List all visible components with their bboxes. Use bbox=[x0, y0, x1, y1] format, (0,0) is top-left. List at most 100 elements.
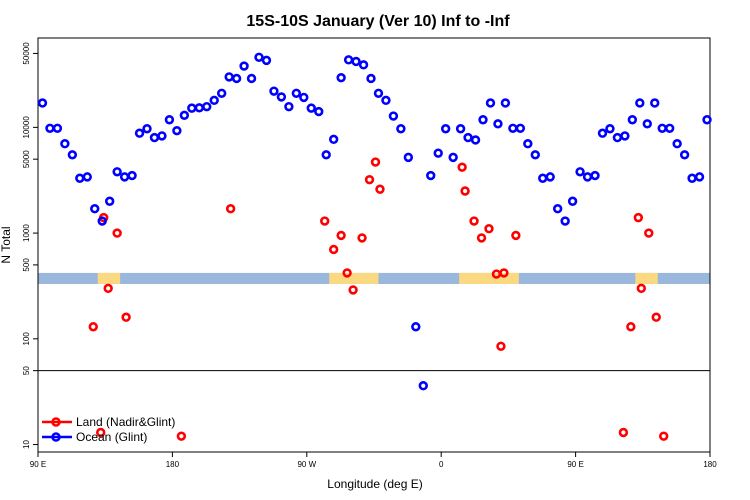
point-ocean-21 bbox=[194, 103, 204, 113]
point-ocean-74 bbox=[590, 170, 600, 181]
point-land-15 bbox=[370, 157, 381, 167]
point-land-4 bbox=[112, 228, 122, 238]
point-ocean-57 bbox=[463, 132, 473, 143]
point-ocean-84 bbox=[664, 123, 675, 133]
y-tick-label-4: 1000 bbox=[22, 224, 31, 242]
point-land-20 bbox=[476, 233, 487, 243]
point-ocean-27 bbox=[239, 61, 249, 71]
point-ocean-44 bbox=[366, 73, 376, 84]
y-tick-label-1: 50 bbox=[22, 366, 31, 375]
point-land-26 bbox=[618, 427, 629, 438]
point-land-19 bbox=[469, 216, 479, 226]
x-tick-label-3: 0 bbox=[439, 460, 444, 469]
point-ocean-47 bbox=[388, 111, 399, 121]
point-ocean-0 bbox=[37, 98, 48, 108]
series-land bbox=[88, 157, 669, 441]
plot-frame bbox=[37, 37, 711, 453]
series-ocean bbox=[37, 52, 712, 391]
point-ocean-43 bbox=[358, 60, 369, 70]
point-ocean-85 bbox=[672, 139, 682, 149]
chart-title: 15S-10S January (Ver 10) Inf to -Inf bbox=[246, 13, 510, 30]
y-axis-label: N Total bbox=[0, 226, 13, 263]
point-land-31 bbox=[651, 312, 661, 322]
point-ocean-89 bbox=[702, 115, 712, 125]
point-land-27 bbox=[626, 322, 636, 332]
y-tick-label-5: 5000 bbox=[22, 150, 31, 168]
point-ocean-34 bbox=[291, 88, 302, 98]
point-ocean-67 bbox=[538, 173, 548, 183]
point-land-21 bbox=[484, 224, 494, 234]
point-ocean-30 bbox=[261, 55, 272, 66]
legend: Land (Nadir&Glint) Ocean (Glint) bbox=[42, 415, 175, 444]
point-ocean-28 bbox=[246, 73, 257, 84]
point-ocean-36 bbox=[306, 103, 316, 113]
point-ocean-8 bbox=[97, 216, 107, 226]
point-land-13 bbox=[357, 233, 367, 243]
point-ocean-61 bbox=[493, 119, 503, 129]
point-ocean-71 bbox=[567, 196, 578, 206]
point-ocean-11 bbox=[119, 172, 130, 182]
y-tick-label-6: 10000 bbox=[22, 116, 31, 139]
point-ocean-12 bbox=[127, 170, 137, 181]
point-ocean-69 bbox=[552, 204, 563, 214]
point-land-24 bbox=[499, 268, 509, 278]
y-tick-label-7: 50000 bbox=[22, 42, 31, 65]
point-land-7 bbox=[225, 204, 236, 214]
point-ocean-75 bbox=[597, 128, 608, 138]
point-ocean-78 bbox=[620, 131, 630, 141]
point-ocean-2 bbox=[52, 123, 63, 133]
point-ocean-53 bbox=[433, 148, 443, 158]
point-ocean-70 bbox=[560, 216, 570, 226]
point-ocean-4 bbox=[67, 150, 78, 160]
point-ocean-51 bbox=[418, 381, 428, 391]
point-ocean-80 bbox=[635, 98, 645, 108]
point-ocean-42 bbox=[351, 56, 361, 67]
point-ocean-10 bbox=[112, 167, 122, 177]
point-ocean-82 bbox=[650, 98, 660, 108]
point-ocean-35 bbox=[299, 92, 309, 103]
land-segment-2 bbox=[459, 272, 519, 284]
point-ocean-49 bbox=[403, 152, 414, 163]
legend-label-land: Land (Nadir&Glint) bbox=[76, 415, 175, 429]
point-land-1 bbox=[96, 427, 106, 438]
point-ocean-15 bbox=[149, 132, 160, 143]
point-ocean-88 bbox=[694, 172, 705, 182]
x-tick-label-1: 180 bbox=[166, 460, 180, 469]
point-ocean-39 bbox=[328, 134, 339, 145]
point-ocean-50 bbox=[411, 322, 421, 332]
point-ocean-26 bbox=[231, 73, 242, 84]
point-land-9 bbox=[328, 244, 339, 255]
point-land-11 bbox=[342, 268, 352, 278]
legend-entry-ocean: Ocean (Glint) bbox=[42, 430, 147, 444]
y-tick-label-0: 10 bbox=[22, 440, 31, 449]
x-tick-label-2: 90 W bbox=[297, 460, 316, 469]
point-land-6 bbox=[176, 431, 187, 441]
point-ocean-14 bbox=[142, 124, 152, 134]
point-ocean-81 bbox=[642, 119, 652, 129]
point-land-14 bbox=[364, 174, 375, 185]
point-land-12 bbox=[348, 285, 358, 295]
land-mask-band bbox=[38, 272, 710, 284]
point-land-23 bbox=[496, 341, 506, 351]
point-ocean-20 bbox=[187, 103, 197, 113]
point-ocean-38 bbox=[321, 150, 331, 160]
point-ocean-72 bbox=[575, 167, 585, 177]
point-ocean-33 bbox=[284, 101, 294, 112]
point-ocean-32 bbox=[276, 92, 287, 102]
point-land-10 bbox=[336, 230, 346, 241]
y-tick-label-2: 100 bbox=[22, 332, 31, 346]
y-axis: 10 50 100 500 1000 5000 10000 50000 bbox=[22, 42, 38, 449]
land-segment-1 bbox=[329, 272, 379, 284]
point-ocean-87 bbox=[687, 173, 697, 183]
x-tick-label-4: 90 E bbox=[567, 460, 583, 469]
land-segment-3 bbox=[635, 272, 658, 284]
point-ocean-66 bbox=[530, 150, 540, 160]
point-ocean-52 bbox=[426, 170, 436, 181]
point-land-0 bbox=[88, 322, 98, 332]
x-tick-label-5: 180 bbox=[703, 460, 717, 469]
point-ocean-40 bbox=[336, 72, 346, 83]
x-axis-label: Longitude (deg E) bbox=[327, 477, 422, 491]
point-land-25 bbox=[511, 230, 521, 241]
point-ocean-23 bbox=[209, 95, 219, 106]
